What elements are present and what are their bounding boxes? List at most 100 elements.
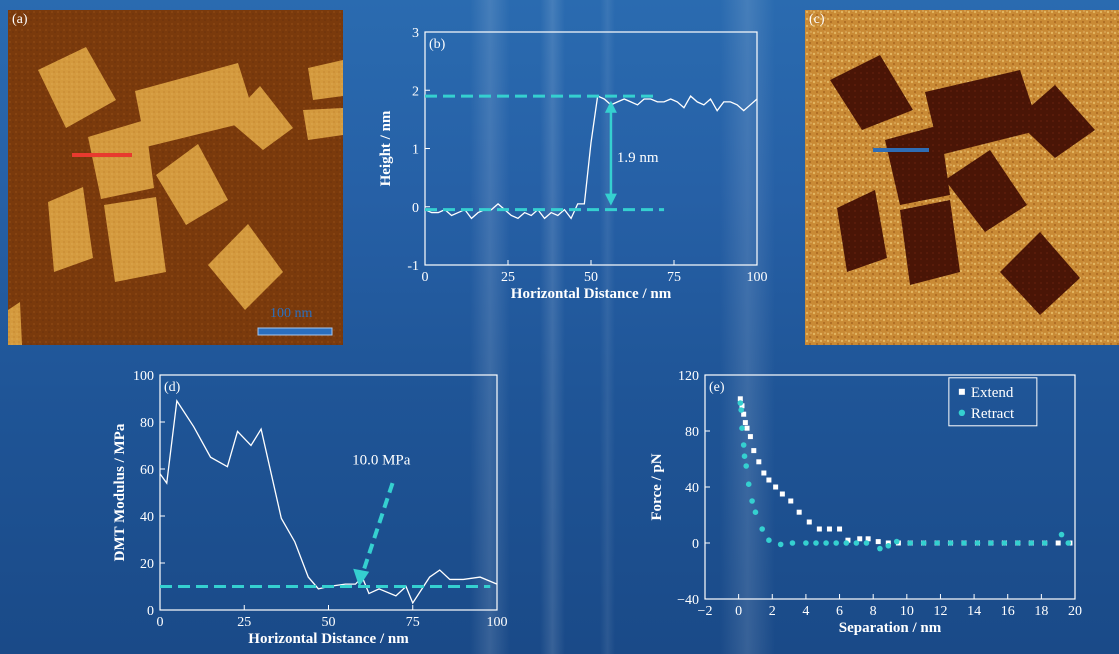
x-tick-label: 20 xyxy=(1068,604,1082,619)
retract-point xyxy=(1028,540,1035,546)
retract-point xyxy=(853,540,860,546)
x-tick-label: 12 xyxy=(933,604,947,619)
x-tick-label: 0 xyxy=(422,270,429,285)
height-annotation: 1.9 nm xyxy=(617,150,659,166)
y-tick-label: 20 xyxy=(140,557,154,572)
y-tick-label: 40 xyxy=(685,481,699,496)
x-tick-label: 100 xyxy=(747,270,768,285)
retract-point xyxy=(739,425,745,431)
height-arrow-head-up xyxy=(604,100,617,113)
scale-bar xyxy=(257,327,333,336)
extend-point xyxy=(739,403,745,409)
x-tick-label: 100 xyxy=(487,615,508,630)
modulus-profile-line xyxy=(159,399,498,605)
afm-modulus-image: (c) xyxy=(805,10,1119,345)
retract-point xyxy=(743,463,750,469)
extend-point xyxy=(766,477,772,483)
legend-retract-marker xyxy=(958,409,966,416)
y-tick-label: 80 xyxy=(685,425,699,440)
retract-point xyxy=(749,498,755,504)
retract-point xyxy=(907,540,913,546)
x-tick-label: 2 xyxy=(769,604,776,619)
retract-point xyxy=(789,540,796,546)
modulus-profile-chart: 0 25 50 75 100 0 20 40 60 80 100 Horizontal Distanc… xyxy=(112,369,508,647)
extend-point xyxy=(773,484,779,490)
x-tick-label: 75 xyxy=(667,270,681,285)
legend-retract-label: Retract xyxy=(971,406,1015,422)
x-tick-label: 25 xyxy=(237,615,251,630)
x-tick-label: 10 xyxy=(900,604,914,619)
retract-point xyxy=(920,540,927,546)
retract-point xyxy=(988,540,994,546)
y-tick-label: 40 xyxy=(140,510,154,525)
x-axis-label: Horizontal Distance / nm xyxy=(248,631,409,647)
x-tick-label: −2 xyxy=(698,604,713,619)
height-profile-line xyxy=(424,95,758,220)
extend-point xyxy=(779,491,785,497)
legend-extend-label: Extend xyxy=(971,385,1014,401)
y-tick-label: 2 xyxy=(412,84,419,99)
y-tick-label: 0 xyxy=(692,537,699,552)
y-tick-label: 120 xyxy=(678,369,699,384)
panel-label-c: (c) xyxy=(809,12,825,27)
extend-point xyxy=(741,411,747,417)
retract-point xyxy=(741,453,748,459)
retract-point xyxy=(885,543,892,549)
retract-point xyxy=(752,509,759,515)
retract-point xyxy=(863,540,870,546)
retract-point xyxy=(833,540,839,546)
y-tick-label: 60 xyxy=(140,463,154,478)
y-tick-label: -1 xyxy=(407,259,419,274)
plot-frame xyxy=(704,374,1076,600)
retract-point xyxy=(961,540,967,546)
extend-point xyxy=(875,539,881,545)
retract-point xyxy=(745,481,752,487)
retract-point xyxy=(843,540,850,546)
extend-point xyxy=(747,434,753,440)
extend-point xyxy=(737,396,743,402)
retract-point xyxy=(893,538,900,545)
extend-point xyxy=(826,526,832,532)
extend-point xyxy=(796,509,802,515)
x-tick-label: 0 xyxy=(157,615,164,630)
extend-point xyxy=(837,526,843,532)
modulus-annotation: 10.0 MPa xyxy=(352,452,411,468)
retract-point xyxy=(740,442,747,448)
panel-label-a: (a) xyxy=(12,12,28,27)
retract-point xyxy=(803,540,809,546)
plot-frame xyxy=(159,374,498,611)
retract-point xyxy=(947,540,954,546)
panel-label: (b) xyxy=(429,37,446,52)
retract-point xyxy=(813,540,819,546)
x-tick-label: 25 xyxy=(501,270,515,285)
x-tick-label: 16 xyxy=(1001,604,1015,619)
x-tick-label: 50 xyxy=(584,270,598,285)
retract-point xyxy=(1015,540,1021,546)
extend-point xyxy=(788,498,794,504)
x-tick-label: 8 xyxy=(870,604,877,619)
height-arrow-head-down xyxy=(604,193,617,206)
retract-point xyxy=(1058,531,1065,538)
x-tick-label: 4 xyxy=(802,604,809,619)
x-tick-label: 18 xyxy=(1034,604,1048,619)
retract-point xyxy=(1041,540,1048,546)
retract-point xyxy=(759,526,765,532)
retract-point xyxy=(823,540,829,546)
extend-point xyxy=(742,420,748,426)
extend-point xyxy=(845,537,851,543)
retract-point xyxy=(1001,540,1008,546)
extend-point xyxy=(756,459,762,465)
panel-label: (e) xyxy=(709,380,725,395)
annotation-arrow xyxy=(360,482,395,576)
x-tick-label: 75 xyxy=(406,615,420,630)
retract-point xyxy=(1065,540,1072,546)
extend-point xyxy=(744,425,750,431)
annotation-arrow-head xyxy=(353,568,370,587)
extend-point xyxy=(1055,540,1061,546)
retract-point xyxy=(777,541,784,548)
x-tick-label: 14 xyxy=(967,604,981,619)
legend-box xyxy=(948,377,1038,427)
y-tick-label: 100 xyxy=(133,369,154,384)
y-tick-label: 80 xyxy=(140,416,154,431)
